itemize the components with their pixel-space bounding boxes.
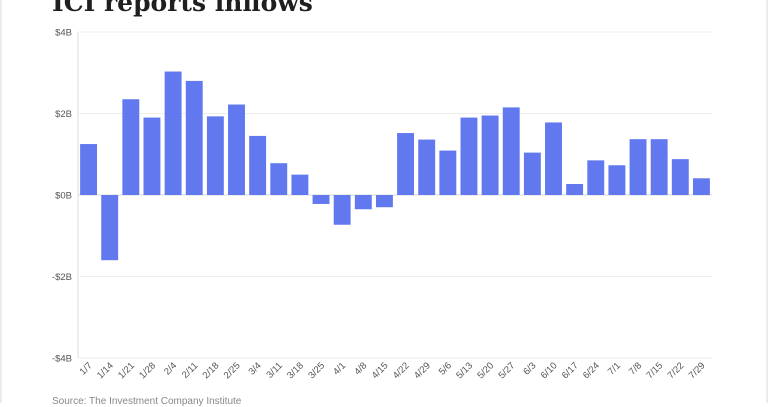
frame-left-border <box>0 0 2 403</box>
bar-3-25 <box>312 195 330 204</box>
x-tick-label: 3/25 <box>306 360 327 381</box>
x-tick-label: 5/13 <box>454 360 475 381</box>
bar-4-15 <box>375 195 393 208</box>
chart-source: Source: The Investment Company Institute <box>52 396 242 407</box>
bar-5-20 <box>481 115 499 195</box>
bar-7-22 <box>671 159 689 195</box>
x-tick-label: 7/1 <box>606 360 623 377</box>
bar-7-1 <box>608 165 626 195</box>
x-tick-label: 4/22 <box>391 360 412 381</box>
bar-4-29 <box>418 139 436 195</box>
x-tick-label: 5/6 <box>437 360 454 377</box>
bar-4-8 <box>354 195 372 210</box>
bar-1-14 <box>101 195 119 261</box>
bar-1-28 <box>143 117 161 195</box>
bar-6-24 <box>587 160 605 195</box>
bar-4-1 <box>333 195 351 225</box>
bar-2-11 <box>185 80 203 195</box>
bar-4-22 <box>397 133 415 195</box>
y-axis: $4B $2B $0B -$2B -$4B <box>52 28 72 365</box>
bar-3-4 <box>249 135 267 195</box>
x-tick-label: 2/4 <box>162 360 179 377</box>
x-tick-label: 7/22 <box>666 360 687 381</box>
bar-5-6 <box>439 150 457 195</box>
x-tick-label: 4/15 <box>370 360 391 381</box>
x-tick-label: 4/8 <box>352 360 369 377</box>
x-tick-label: 2/11 <box>180 360 200 380</box>
x-tick-label: 6/24 <box>581 360 602 381</box>
x-tick-label: 5/27 <box>496 360 517 381</box>
bar-1-7 <box>80 144 98 195</box>
x-tick-label: 2/25 <box>222 360 243 381</box>
bar-7-15 <box>650 139 668 195</box>
bar-3-11 <box>270 163 288 195</box>
x-tick-label: 5/20 <box>475 360 496 381</box>
bar-7-29 <box>692 178 710 195</box>
bar-2-25 <box>228 104 245 195</box>
x-tick-label: 1/7 <box>78 360 95 377</box>
bar-1-21 <box>122 99 140 195</box>
bar-3-18 <box>291 174 309 195</box>
bar-5-27 <box>502 107 520 195</box>
x-tick-label: 6/17 <box>560 360 581 381</box>
x-tick-label: 3/11 <box>265 360 285 380</box>
bars <box>80 71 710 261</box>
y-tick-label: $4B <box>55 28 72 39</box>
frame-right-border <box>766 0 768 403</box>
bar-2-4 <box>164 71 182 195</box>
x-tick-label: 2/18 <box>201 360 222 381</box>
y-tick-label: -$2B <box>52 272 72 283</box>
bar-2-18 <box>206 116 224 195</box>
bar-6-3 <box>523 152 541 195</box>
bar-5-13 <box>460 117 478 195</box>
y-tick-label: $0B <box>55 191 72 202</box>
x-tick-label: 4/1 <box>331 360 348 377</box>
y-tick-label: $2B <box>55 109 72 120</box>
x-tick-label: 1/28 <box>137 360 158 381</box>
grid-lines <box>77 31 712 359</box>
x-tick-label: 7/29 <box>687 360 708 381</box>
x-tick-label: 4/29 <box>412 360 433 381</box>
x-tick-label: 3/4 <box>247 360 264 377</box>
x-tick-label: 1/14 <box>95 360 116 381</box>
x-tick-label: 6/10 <box>539 360 560 381</box>
x-axis: 1/7 1/14 1/21 1/28 2/4 2/11 2/18 2/25 3/4 3/11 3/1… <box>78 360 708 381</box>
x-tick-label: 7/15 <box>644 360 665 381</box>
bar-7-8 <box>629 139 647 195</box>
x-tick-label: 6/3 <box>521 360 538 377</box>
x-tick-label: 3/18 <box>285 360 306 381</box>
y-tick-label: -$4B <box>52 354 72 365</box>
chart-title: ICI reports inflows <box>52 0 313 17</box>
bar-6-10 <box>545 122 562 195</box>
x-tick-label: 7/8 <box>627 360 644 377</box>
bar-6-17 <box>566 183 584 195</box>
x-tick-label: 1/21 <box>116 360 137 381</box>
